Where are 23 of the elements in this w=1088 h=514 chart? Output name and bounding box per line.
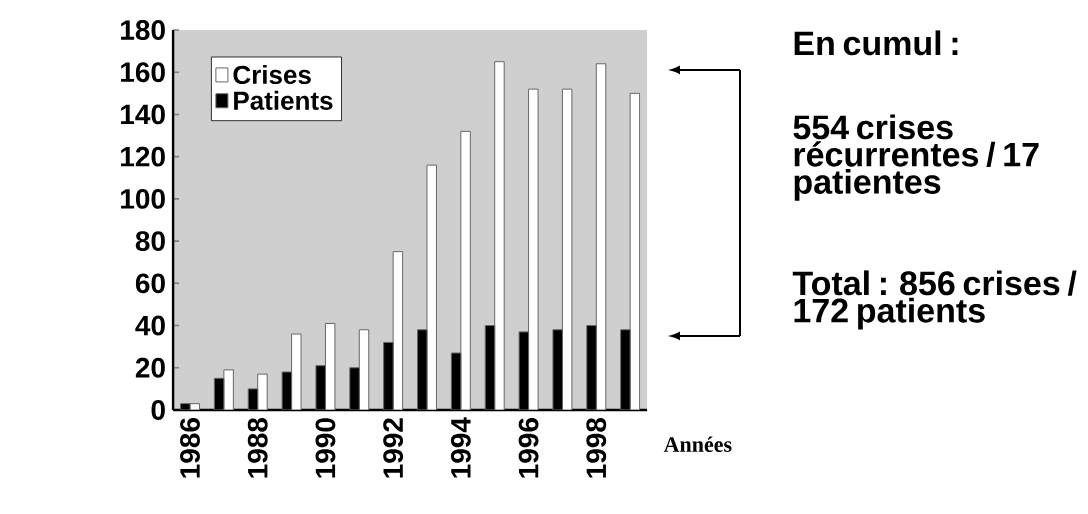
x-tick-label: 1994 — [450, 417, 471, 478]
x-tick-label: 1990 — [315, 418, 336, 478]
y-tick-label: 160 — [121, 62, 165, 83]
legend-label: Patients — [234, 90, 333, 110]
x-tick-label: 1992 — [383, 418, 404, 478]
legend-label: Crises — [233, 64, 311, 85]
text: En cumul : — [794, 30, 958, 56]
y-tick-label: 120 — [121, 146, 165, 167]
text: 554 crises récurrentes / 17 patientes — [793, 114, 1039, 201]
y-tick-label: 80 — [135, 231, 165, 252]
y-tick-label: 40 — [135, 315, 165, 336]
y-tick-label: 0 — [151, 400, 165, 420]
y-tick-label: 60 — [135, 273, 165, 294]
y-tick-label: 20 — [135, 357, 165, 378]
x-tick-label: 1996 — [518, 418, 539, 478]
y-tick-label: 180 — [121, 20, 165, 40]
x-axis-title: Années — [663, 436, 732, 452]
x-tick-label: 1986 — [180, 418, 200, 478]
text: Total : 856 crises / 172 patients — [792, 270, 1077, 330]
x-tick-label: 1988 — [247, 417, 268, 478]
y-tick-label: 100 — [121, 188, 165, 209]
x-tick-label: 1998 — [586, 417, 607, 478]
y-tick-label: 140 — [121, 104, 165, 125]
